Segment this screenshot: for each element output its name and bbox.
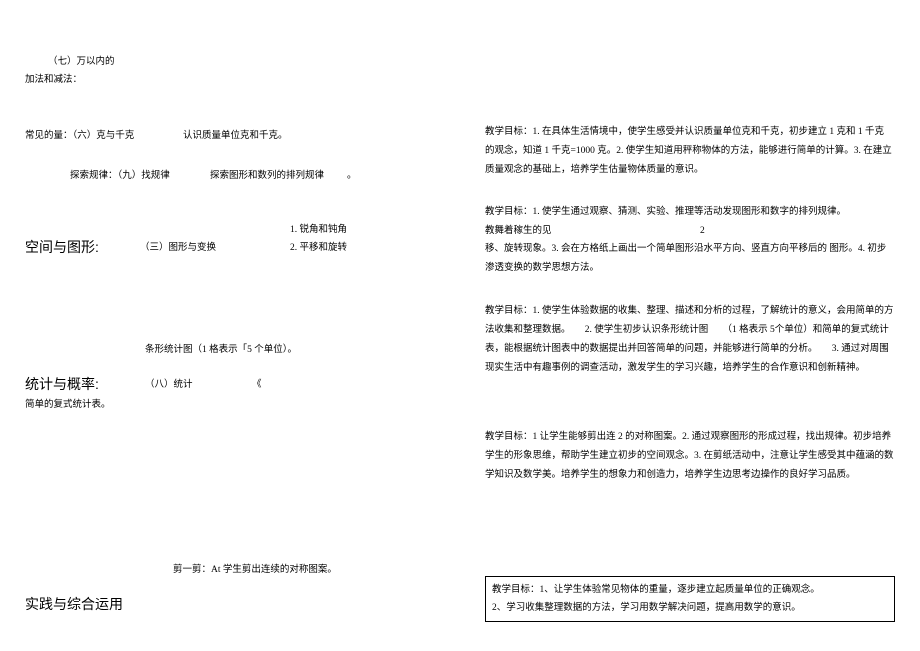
section3-mid: 条形统计图（1 格表示「5 个单位）。	[145, 342, 297, 358]
section3-bottom: 简单的复式统计表。	[25, 397, 111, 413]
section3-sub: （八）统计	[145, 377, 193, 393]
section3-heading: 统计与概率:	[25, 373, 99, 397]
goals3-text: 教学目标：1. 使学生体验数据的收集、整理、描述和分析的过程，了解统计的意义，会…	[485, 302, 895, 378]
section1-title2: 加法和减法：	[25, 72, 82, 88]
goals5-box: 教学目标：1、让学生体验常见物体的重量，逐步建立起质量单位的正确观念。 2、学习…	[485, 576, 895, 622]
goals2-line2a: 教舞着稼生的见	[485, 222, 552, 241]
section1-line2-dot: 。	[347, 168, 357, 184]
section4-heading: 实践与综合运用	[25, 593, 123, 617]
section3-symbol: 《	[252, 377, 262, 393]
section2-item2: 2. 平移和旋转	[290, 240, 347, 256]
section2-heading: 空间与图形:	[25, 236, 99, 260]
goals2-line3: 移、旋转现象。3. 会在方格纸上画出一个简单图形沿水平方向、竖直方向平移后的 图…	[485, 240, 895, 278]
section1-line1-left: 常见的量：（六）克与千克	[25, 128, 134, 144]
section1-line1-right: 认识质量单位克和千克。	[183, 128, 288, 144]
goals2-line2b: 2	[700, 222, 705, 241]
section1-title1: （七）万以内的	[48, 54, 115, 70]
goals1-text: 教学目标：1. 在具体生活情境中，使学生感受并认识质量单位克和千克，初步建立 1…	[485, 123, 892, 180]
goals5-line2: 2、学习收集整理数据的方法，学习用数学解决问题，提高用数学的意识。	[492, 599, 888, 617]
section2-item1: 1. 锐角和钝角	[290, 222, 347, 238]
goals2-line1: 教学目标：1. 使学生通过观察、猜测、实验、推理等活动发现图形和数字的排列规律。	[485, 203, 895, 222]
section1-line2-left: 探索规律：（九）找规律	[70, 168, 170, 184]
section1-line2-right: 探索图形和数列的排列规律	[210, 168, 324, 184]
section4-mid: 剪一剪：At 学生剪出连续的对称图案。	[173, 562, 337, 578]
goals5-line1: 教学目标：1、让学生体验常见物体的重量，逐步建立起质量单位的正确观念。	[492, 581, 888, 599]
section2-sub: （三）图形与变换	[140, 240, 216, 256]
goals4-text: 教学目标：1 让学生能够剪出连 2 的对称图案。2. 通过观察图形的形成过程，找…	[485, 428, 895, 485]
